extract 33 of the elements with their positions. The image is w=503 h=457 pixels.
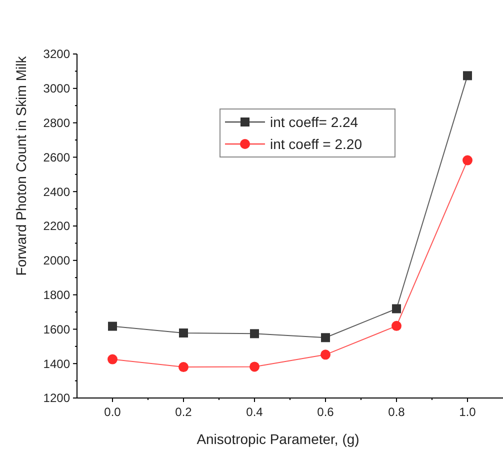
- x-tick-label: 0.2: [175, 405, 192, 419]
- point: [392, 304, 401, 314]
- y-tick-label: 3000: [43, 82, 70, 96]
- x-tick-label: 1.0: [459, 405, 476, 419]
- y-tick-label: 2200: [43, 219, 70, 234]
- point: [392, 320, 402, 331]
- y-tick-label: 1400: [43, 356, 70, 371]
- point: [462, 155, 472, 166]
- y-tick-label: 2600: [43, 150, 70, 164]
- x-tick-label: 0.4: [246, 405, 264, 419]
- legend-label: int coeff= 2.24: [270, 114, 358, 130]
- y-tick-label: 2400: [43, 184, 70, 199]
- point: [321, 333, 330, 342]
- point: [250, 362, 260, 372]
- point: [250, 329, 259, 338]
- legend-label: int coeff = 2.20: [270, 136, 362, 152]
- y-tick-label: 1600: [43, 322, 70, 336]
- point: [179, 328, 188, 338]
- y-tick-label: 2000: [43, 254, 70, 268]
- x-tick-label: 0.0: [104, 405, 122, 419]
- point: [108, 354, 118, 364]
- x-tick-label: 0.6: [317, 405, 334, 419]
- y-tick-label: 2800: [43, 116, 70, 130]
- x-tick-label: 0.8: [388, 405, 406, 419]
- y-axis-title: Forward Photon Count in Skim Milk: [13, 55, 29, 276]
- y-tick-label: 1800: [43, 288, 70, 302]
- y-tick-label: 1200: [43, 391, 70, 406]
- y-tick-label: 3200: [43, 47, 70, 62]
- point: [463, 71, 472, 80]
- point: [320, 350, 330, 360]
- point: [108, 322, 117, 331]
- x-axis-title: Anisotropic Parameter, (g): [196, 431, 360, 447]
- point: [178, 362, 188, 372]
